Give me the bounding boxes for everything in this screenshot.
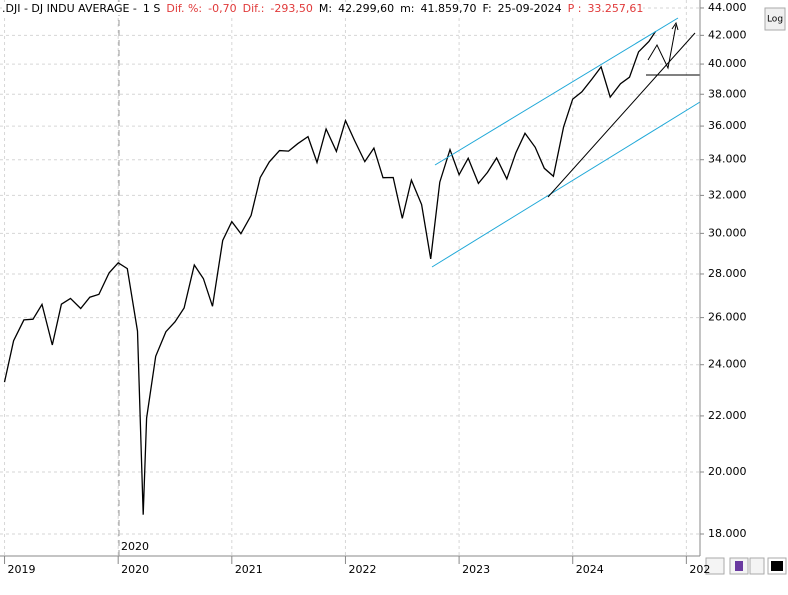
y-tick-label: 22.000 [708,409,747,422]
y-tick-label: 20.000 [708,465,747,478]
y-tick-label: 28.000 [708,267,747,280]
y-tick-label: 18.000 [708,527,747,540]
log-button[interactable] [764,7,786,31]
y-tick-label: 32.000 [708,188,747,201]
field-value: 33.257,61 [587,2,644,15]
log-button-label[interactable]: Log [767,15,783,25]
field-label: m: [400,2,415,15]
scroll-button[interactable] [705,557,725,575]
field-value: 25-09-2024 [497,2,562,15]
y-tick-label: 24.000 [708,358,747,371]
header: .DJI - DJ INDU AVERAGE - 1 S Dif. %: -0,7… [2,2,644,15]
arrow-head [671,21,679,31]
y-tick-label: 36.000 [708,119,747,132]
y-tick-label: 40.000 [708,57,747,70]
x-tick-label: 202 [689,563,710,576]
y-tick-label: 34.000 [708,153,747,166]
y-tick-label: 44.000 [708,1,747,14]
field-label: F: [482,2,492,15]
x-tick-label: 2024 [576,563,604,576]
field-value: -293,50 [270,2,313,15]
y-tick-label: 38.000 [708,87,747,100]
field-value: -0,70 [208,2,237,15]
symbol: .DJI - DJ INDU AVERAGE - [2,2,137,15]
save-icon [735,561,743,571]
x-tick-label: 2022 [348,563,376,576]
trend-line [547,32,696,198]
pin-button[interactable] [749,557,765,575]
period: 1 S [142,2,161,15]
field-label: Dif. %: [166,2,203,15]
cursor-label: 2020 [121,540,149,553]
field-label: M: [318,2,333,15]
price-line [3,30,657,515]
y-tick-label: 30.000 [708,226,747,239]
field-label: P : [567,2,582,15]
x-tick-label: 2019 [8,563,36,576]
color-swatch [771,561,783,571]
y-tick-label: 42.000 [708,28,747,41]
channel-upper [434,17,679,166]
x-tick-label: 2020 [121,563,149,576]
x-tick-label: 2021 [235,563,263,576]
x-tick-label: 2023 [462,563,490,576]
channel-lower [431,101,701,268]
field-value: 42.299,60 [338,2,395,15]
y-tick-label: 26.000 [708,311,747,324]
field-label: Dif.: [242,2,265,15]
projection-arrow [647,24,677,70]
field-value: 41.859,70 [420,2,477,15]
